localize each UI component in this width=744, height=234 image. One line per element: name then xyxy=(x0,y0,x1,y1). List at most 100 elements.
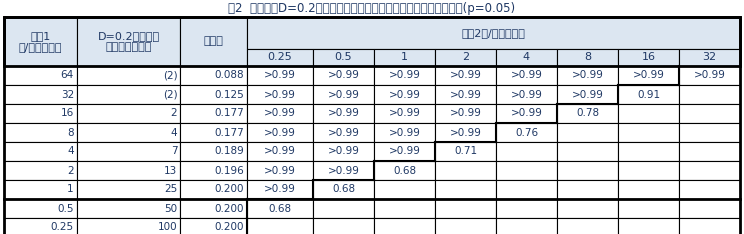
Bar xyxy=(374,66,435,85)
Bar xyxy=(557,85,618,104)
Text: >0.99: >0.99 xyxy=(264,146,296,157)
Text: 4: 4 xyxy=(171,128,177,138)
Bar xyxy=(618,142,679,161)
Bar xyxy=(313,49,374,66)
Bar xyxy=(313,66,374,85)
Text: 表2  目標精度D=0.2の場合の必要サンプル数と平均値の差の検出力(p=0.05): 表2 目標精度D=0.2の場合の必要サンプル数と平均値の差の検出力(p=0.05… xyxy=(228,2,516,15)
Bar xyxy=(679,85,740,104)
Bar xyxy=(77,66,180,85)
Text: 0.68: 0.68 xyxy=(269,204,292,213)
Bar xyxy=(247,199,313,218)
Bar xyxy=(313,218,374,234)
Bar xyxy=(435,218,496,234)
Text: 0.25: 0.25 xyxy=(267,52,292,62)
Bar xyxy=(557,142,618,161)
Bar xyxy=(496,123,557,142)
Bar xyxy=(4,123,77,142)
Bar xyxy=(247,180,313,199)
Bar xyxy=(4,161,77,180)
Text: >0.99: >0.99 xyxy=(388,70,420,80)
Text: 0.5: 0.5 xyxy=(335,52,353,62)
Text: (2): (2) xyxy=(163,89,177,99)
Bar xyxy=(496,180,557,199)
Bar xyxy=(679,180,740,199)
Bar xyxy=(247,66,313,85)
Bar xyxy=(496,218,557,234)
Text: 1: 1 xyxy=(67,184,74,194)
Text: 7: 7 xyxy=(171,146,177,157)
Bar xyxy=(180,123,247,142)
Text: >0.99: >0.99 xyxy=(388,89,420,99)
Text: >0.99: >0.99 xyxy=(449,128,481,138)
Text: 平均2（/サンプル）: 平均2（/サンプル） xyxy=(461,28,525,38)
Bar xyxy=(374,180,435,199)
Bar xyxy=(374,199,435,218)
Bar xyxy=(180,17,247,66)
Text: 4: 4 xyxy=(67,146,74,157)
Text: 0.088: 0.088 xyxy=(214,70,244,80)
Bar xyxy=(679,161,740,180)
Bar xyxy=(247,123,313,142)
Bar xyxy=(435,123,496,142)
Bar xyxy=(618,104,679,123)
Text: 0.189: 0.189 xyxy=(214,146,244,157)
Bar xyxy=(435,85,496,104)
Bar xyxy=(374,123,435,142)
Text: 25: 25 xyxy=(164,184,177,194)
Bar xyxy=(435,180,496,199)
Bar xyxy=(77,142,180,161)
Bar xyxy=(435,104,496,123)
Bar xyxy=(435,199,496,218)
Bar xyxy=(435,66,496,85)
Bar xyxy=(557,66,618,85)
Bar xyxy=(77,104,180,123)
Text: 2: 2 xyxy=(462,52,469,62)
Bar xyxy=(180,199,247,218)
Text: 16: 16 xyxy=(61,109,74,118)
Bar xyxy=(4,142,77,161)
Bar xyxy=(77,180,180,199)
Text: >0.99: >0.99 xyxy=(632,70,664,80)
Bar xyxy=(496,142,557,161)
Bar xyxy=(618,161,679,180)
Bar xyxy=(77,123,180,142)
Text: 1: 1 xyxy=(401,52,408,62)
Bar xyxy=(374,85,435,104)
Text: >0.99: >0.99 xyxy=(449,109,481,118)
Text: 0.76: 0.76 xyxy=(515,128,538,138)
Text: 0.200: 0.200 xyxy=(214,204,244,213)
Text: 0.200: 0.200 xyxy=(214,184,244,194)
Text: D=0.2に対する
必要サンプル数: D=0.2に対する 必要サンプル数 xyxy=(97,31,160,52)
Text: >0.99: >0.99 xyxy=(449,70,481,80)
Bar xyxy=(247,161,313,180)
Text: >0.99: >0.99 xyxy=(388,109,420,118)
Bar xyxy=(496,49,557,66)
Bar xyxy=(4,104,77,123)
Bar xyxy=(4,180,77,199)
Text: 0.68: 0.68 xyxy=(393,165,416,176)
Text: 0.91: 0.91 xyxy=(637,89,660,99)
Text: 0.25: 0.25 xyxy=(51,223,74,233)
Text: 0.68: 0.68 xyxy=(332,184,355,194)
Bar xyxy=(313,85,374,104)
Text: 0.78: 0.78 xyxy=(576,109,599,118)
Text: 0.125: 0.125 xyxy=(214,89,244,99)
Bar xyxy=(374,104,435,123)
Bar xyxy=(618,49,679,66)
Text: >0.99: >0.99 xyxy=(510,89,542,99)
Text: 0.71: 0.71 xyxy=(454,146,477,157)
Bar xyxy=(4,66,77,85)
Bar xyxy=(618,123,679,142)
Bar xyxy=(618,85,679,104)
Bar xyxy=(180,218,247,234)
Text: 0.177: 0.177 xyxy=(214,109,244,118)
Text: 0.5: 0.5 xyxy=(57,204,74,213)
Bar xyxy=(679,104,740,123)
Bar xyxy=(4,199,77,218)
Bar xyxy=(247,49,313,66)
Bar xyxy=(4,17,740,66)
Bar xyxy=(247,218,313,234)
Bar xyxy=(618,180,679,199)
Bar xyxy=(435,161,496,180)
Text: 8: 8 xyxy=(584,52,591,62)
